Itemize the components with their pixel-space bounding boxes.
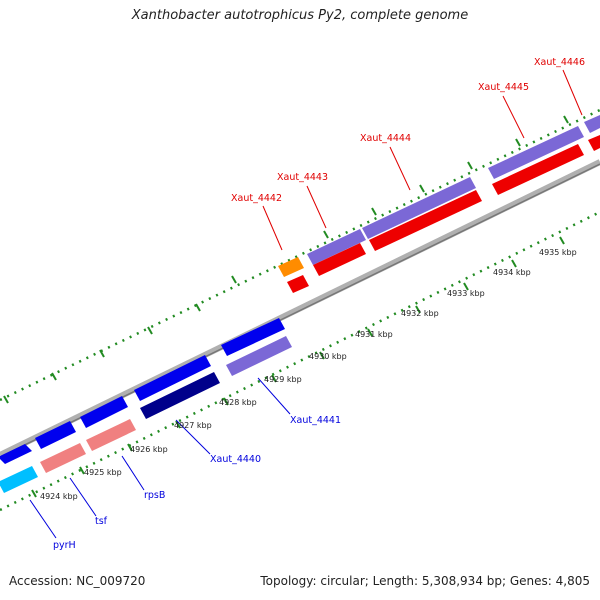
gene-arrow xyxy=(40,443,86,473)
tick-label-4927: 4927 kbp xyxy=(174,421,212,430)
gene-label-xaut-4441: Xaut_4441 xyxy=(290,415,341,426)
gene-label-xaut-4443: Xaut_4443 xyxy=(277,172,328,183)
gene-arrow xyxy=(362,177,476,239)
outer-tick-ring xyxy=(0,108,600,402)
tick-label-4934: 4934 kbp xyxy=(493,268,531,277)
gene-arrow xyxy=(86,419,136,451)
tick-label-4928: 4928 kbp xyxy=(219,398,257,407)
tick-label-4924: 4924 kbp xyxy=(40,492,78,501)
gene-arrow xyxy=(492,144,584,195)
gene-label-xaut-4445: Xaut_4445 xyxy=(478,82,529,93)
gene-arrow xyxy=(584,115,600,133)
outer-major-ticks xyxy=(3,115,569,404)
tick-label-4929: 4929 kbp xyxy=(264,375,302,384)
label-connectors-top xyxy=(262,69,583,251)
gene-arrow xyxy=(0,466,38,493)
tick-label-4930: 4930 kbp xyxy=(309,352,347,361)
tick-label-4931: 4931 kbp xyxy=(355,330,393,339)
gene-arrow xyxy=(369,190,482,251)
inner-major-ticks xyxy=(31,236,565,498)
gene-arrow xyxy=(313,243,366,276)
gene-arrow xyxy=(140,372,220,419)
gene-label-xaut-4444: Xaut_4444 xyxy=(360,133,411,144)
gene-arrow xyxy=(0,444,32,464)
gene-arrow xyxy=(488,126,584,179)
gene-label-xaut-4440: Xaut_4440 xyxy=(210,454,261,465)
gene-arrow xyxy=(278,257,304,277)
gene-label-xaut-4442: Xaut_4442 xyxy=(231,193,282,204)
tick-label-4933: 4933 kbp xyxy=(447,289,485,298)
gene-arrow xyxy=(134,355,211,401)
tick-label-4925: 4925 kbp xyxy=(84,468,122,477)
accession-label: Accession: NC_009720 xyxy=(9,574,146,588)
gene-label-tsf: tsf xyxy=(95,516,108,527)
gene-arrow xyxy=(221,318,285,356)
gene-arrow xyxy=(307,229,366,265)
gene-arrow xyxy=(287,275,309,293)
gene-arrow xyxy=(588,135,600,151)
reverse-genes xyxy=(0,135,600,493)
gene-arrow xyxy=(226,336,292,376)
gene-label-rpsb: rpsB xyxy=(144,490,165,501)
tick-label-4932: 4932 kbp xyxy=(401,309,439,318)
gene-arrow xyxy=(80,396,128,428)
tick-label-4926: 4926 kbp xyxy=(130,445,168,454)
map-title: Xanthobacter autotrophicus Py2, complete… xyxy=(131,8,469,23)
inner-tick-ring xyxy=(0,210,600,512)
gene-label-xaut-4446: Xaut_4446 xyxy=(534,57,585,68)
topology-label: Topology: circular; Length: 5,308,934 bp… xyxy=(260,574,590,588)
tick-label-4935: 4935 kbp xyxy=(539,248,577,257)
forward-genes xyxy=(0,115,600,464)
gene-arrow xyxy=(35,421,76,449)
gene-label-pyrh: pyrH xyxy=(53,540,76,551)
label-connectors-bottom xyxy=(29,377,291,539)
